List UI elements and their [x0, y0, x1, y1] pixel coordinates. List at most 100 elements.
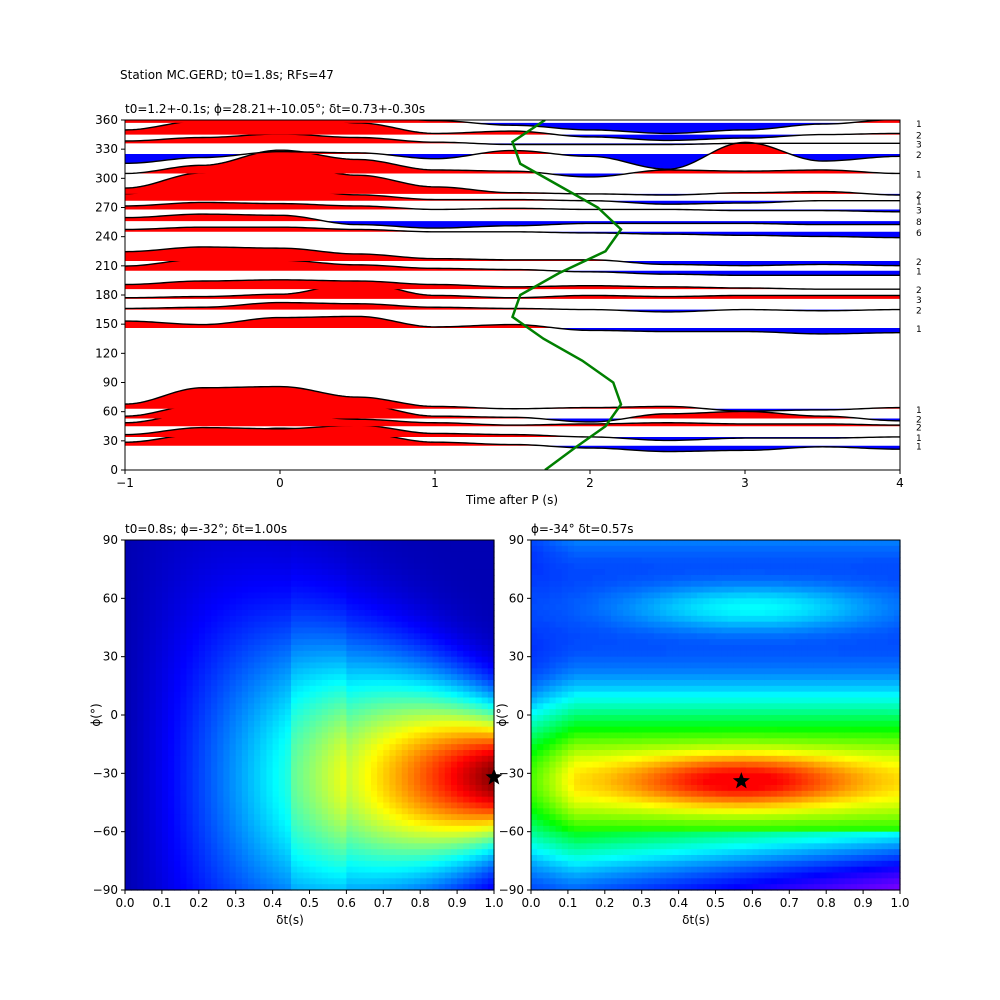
heatmap-cell: [291, 598, 298, 605]
heatmap-cell: [198, 715, 206, 722]
heatmap-cell: [401, 592, 409, 599]
heatmap-cell: [561, 598, 569, 605]
heatmap-cell: [647, 761, 655, 769]
heatmap-cell: [598, 592, 606, 599]
heatmap-cell: [284, 633, 292, 640]
heatmap-cell: [364, 685, 372, 693]
heatmap-cell: [580, 796, 587, 804]
heatmap-cell: [174, 627, 181, 634]
heatmap-cell: [457, 732, 464, 739]
heatmap-cell: [284, 872, 292, 879]
heatmap-cell: [192, 691, 200, 699]
y-tick-label: 30: [103, 650, 118, 664]
trace-count-label: 3: [916, 296, 922, 306]
heatmap-cell: [266, 860, 274, 868]
heatmap-cell: [315, 575, 323, 582]
heatmap-cell: [592, 726, 600, 734]
heatmap-cell: [248, 592, 255, 599]
heatmap-cell: [407, 662, 415, 669]
heatmap-cell: [327, 738, 335, 745]
heatmap-cell: [598, 656, 606, 664]
heatmap-cell: [629, 779, 637, 786]
heatmap-cell: [321, 645, 329, 652]
heatmap-cell: [260, 563, 268, 570]
heatmap-cell: [463, 604, 470, 611]
heatmap-cell: [407, 645, 415, 652]
heatmap-cell: [266, 569, 274, 576]
heatmap-cell: [383, 884, 391, 891]
heatmap-cell: [574, 814, 581, 821]
heatmap-cell: [426, 610, 434, 617]
heatmap-cell: [315, 697, 323, 704]
heatmap-cell: [223, 610, 231, 617]
heatmap-cell: [192, 575, 200, 582]
heatmap-cell: [438, 831, 446, 839]
heatmap-cell: [450, 650, 458, 658]
heatmap-cell: [309, 615, 317, 623]
heatmap-cell: [260, 703, 268, 710]
heatmap-cell: [364, 808, 372, 815]
heatmap-cell: [217, 674, 224, 681]
heatmap-cell: [438, 860, 446, 868]
heatmap-cell: [204, 645, 212, 652]
trace: [125, 279, 900, 290]
heatmap-cell: [438, 551, 446, 559]
heatmap-cell: [383, 615, 391, 623]
heatmap-cell: [303, 633, 311, 640]
heatmap-cell: [260, 849, 268, 856]
heatmap-cell: [321, 680, 329, 687]
heatmap-cell: [352, 884, 360, 891]
heatmap-cell: [266, 755, 274, 763]
heatmap-cell: [131, 779, 138, 786]
trace-line: [125, 279, 900, 290]
heatmap-cell: [414, 767, 421, 774]
heatmap-cell: [543, 656, 551, 664]
heatmap-cell: [211, 738, 218, 745]
heatmap-cell: [420, 580, 427, 588]
heatmap-cell: [555, 569, 563, 576]
heatmap-cell: [371, 866, 378, 874]
heatmap-cell: [561, 580, 569, 588]
heatmap-cell: [432, 837, 440, 844]
heatmap-cell: [438, 884, 446, 891]
heatmap-cell: [371, 645, 378, 652]
heatmap-cell: [309, 604, 317, 611]
heatmap-cell: [420, 773, 427, 780]
heatmap-cell: [198, 633, 206, 640]
heatmap-cell: [315, 884, 323, 891]
heatmap-cell: [198, 598, 206, 605]
heatmap-cell: [358, 750, 366, 757]
heatmap-cell: [432, 650, 440, 658]
heatmap-cell: [377, 720, 384, 728]
heatmap-cell: [598, 557, 606, 564]
heatmap-cell: [463, 825, 470, 833]
heatmap-cell: [610, 732, 618, 739]
heatmap-cell: [561, 732, 569, 739]
heatmap-cell: [377, 610, 384, 617]
heatmap-cell: [549, 615, 557, 623]
heatmap-cell: [192, 825, 200, 833]
heatmap-cell: [450, 884, 458, 891]
heatmap-cell: [364, 767, 372, 774]
heatmap-cell: [340, 866, 347, 874]
heatmap-cell: [168, 586, 175, 594]
heatmap-cell: [291, 761, 298, 769]
heatmap-cell: [192, 645, 200, 652]
heatmap-cell: [438, 779, 446, 786]
heatmap-cell: [168, 604, 175, 611]
heatmap-cell: [241, 615, 249, 623]
heatmap-cell: [358, 668, 366, 675]
heatmap-cell: [604, 557, 612, 564]
heatmap-cell: [143, 645, 151, 652]
heatmap-cell: [641, 843, 649, 850]
heatmap-cell: [180, 598, 188, 605]
heatmap-cell: [580, 878, 587, 885]
heatmap-cell: [143, 825, 151, 833]
heatmap-cell: [635, 551, 643, 559]
heatmap-cell: [629, 691, 637, 699]
heatmap-cell: [149, 744, 157, 751]
heatmap-cell: [543, 680, 551, 687]
heatmap-cell: [211, 621, 218, 629]
heatmap-cell: [192, 551, 200, 559]
heatmap-cell: [561, 831, 569, 839]
